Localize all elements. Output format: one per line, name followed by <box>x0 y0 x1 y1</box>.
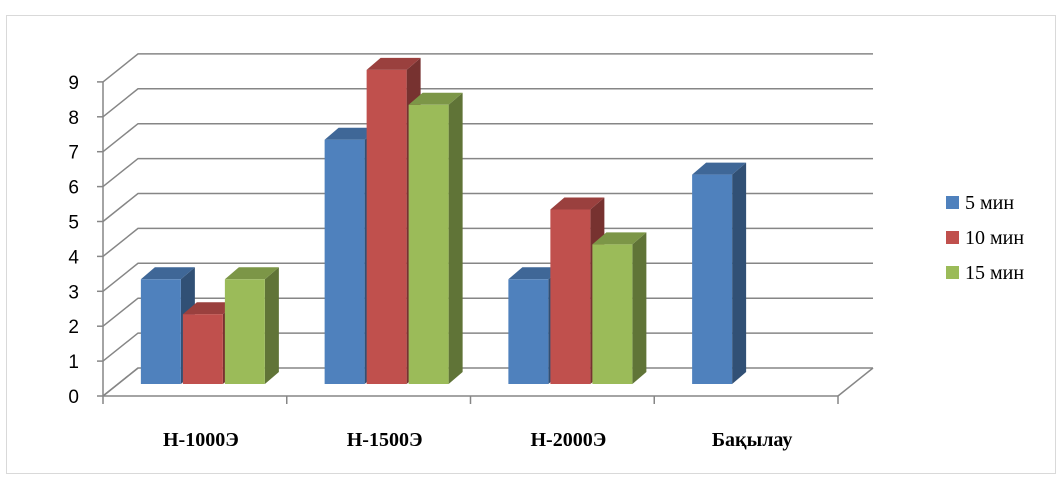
bar-top-face <box>692 162 747 175</box>
bar-front-face <box>140 279 181 384</box>
bar-top-face <box>508 267 563 280</box>
legend-swatch <box>946 231 959 244</box>
bar-top-face <box>550 197 605 210</box>
gridline <box>102 157 873 188</box>
x-tick-label: Н-1500Э <box>347 429 423 451</box>
bar-side-face <box>732 162 747 384</box>
bar-top-face <box>324 127 379 140</box>
gridline <box>102 262 873 292</box>
x-tick-label: Н-1000Э <box>163 429 239 451</box>
y-tick-label: 6 <box>68 178 79 199</box>
bar-layer <box>140 57 747 385</box>
bar-top-face <box>224 267 279 280</box>
bar-top-face <box>366 57 421 70</box>
bar <box>224 267 279 384</box>
y-tick-label: 5 <box>68 213 79 234</box>
y-tick-label: 9 <box>68 73 79 94</box>
bar-top-face <box>592 232 647 245</box>
bar-front-face <box>550 209 591 384</box>
label-layer: 0 1 2 3 4 5 6 7 8 9 Н-1000Э Н-1500Э Н-2000Э Бақылау <box>68 73 792 451</box>
bar-front-face <box>592 244 633 384</box>
bar-side-face <box>264 267 279 384</box>
bar-front-face <box>224 279 265 384</box>
bar-front-face <box>324 139 365 384</box>
axis-layer <box>97 81 839 404</box>
legend-label: 15 мин <box>965 262 1024 284</box>
bar-front-face <box>408 104 449 385</box>
gridline <box>102 122 873 153</box>
y-tick-label: 2 <box>68 317 79 338</box>
bar-top-face <box>408 92 463 105</box>
gridline <box>102 192 873 223</box>
y-tick-label: 3 <box>68 282 79 303</box>
bar-side-face <box>448 92 463 385</box>
y-tick-label: 7 <box>68 143 79 164</box>
bar-side-face <box>632 232 647 384</box>
y-tick-label: 1 <box>68 352 79 373</box>
bar <box>408 92 463 385</box>
gridline <box>102 88 873 118</box>
bar-front-face <box>366 69 407 385</box>
y-tick-label: 8 <box>68 108 79 129</box>
bar-top-face <box>140 267 195 280</box>
x-tick-label: Н-2000Э <box>530 429 606 451</box>
floor-right-edge <box>837 367 874 397</box>
chart-frame <box>6 15 1056 474</box>
legend-label: 5 мин <box>965 192 1014 214</box>
legend-label: 10 мин <box>965 227 1024 249</box>
legend: 5 мин 10 мин 15 мин <box>946 192 1024 284</box>
legend-swatch <box>946 196 959 209</box>
bar <box>592 232 647 384</box>
y-tick-label: 4 <box>68 247 79 268</box>
gridline <box>102 227 873 257</box>
legend-swatch <box>946 266 959 279</box>
bar-front-face <box>182 314 223 384</box>
bar-top-face <box>182 302 237 315</box>
y-tick-label: 0 <box>68 387 79 408</box>
bar <box>692 162 747 384</box>
gridline <box>102 53 873 83</box>
bar-front-face <box>692 174 733 384</box>
bar-front-face <box>508 279 549 384</box>
x-tick-label: Бақылау <box>712 429 793 451</box>
